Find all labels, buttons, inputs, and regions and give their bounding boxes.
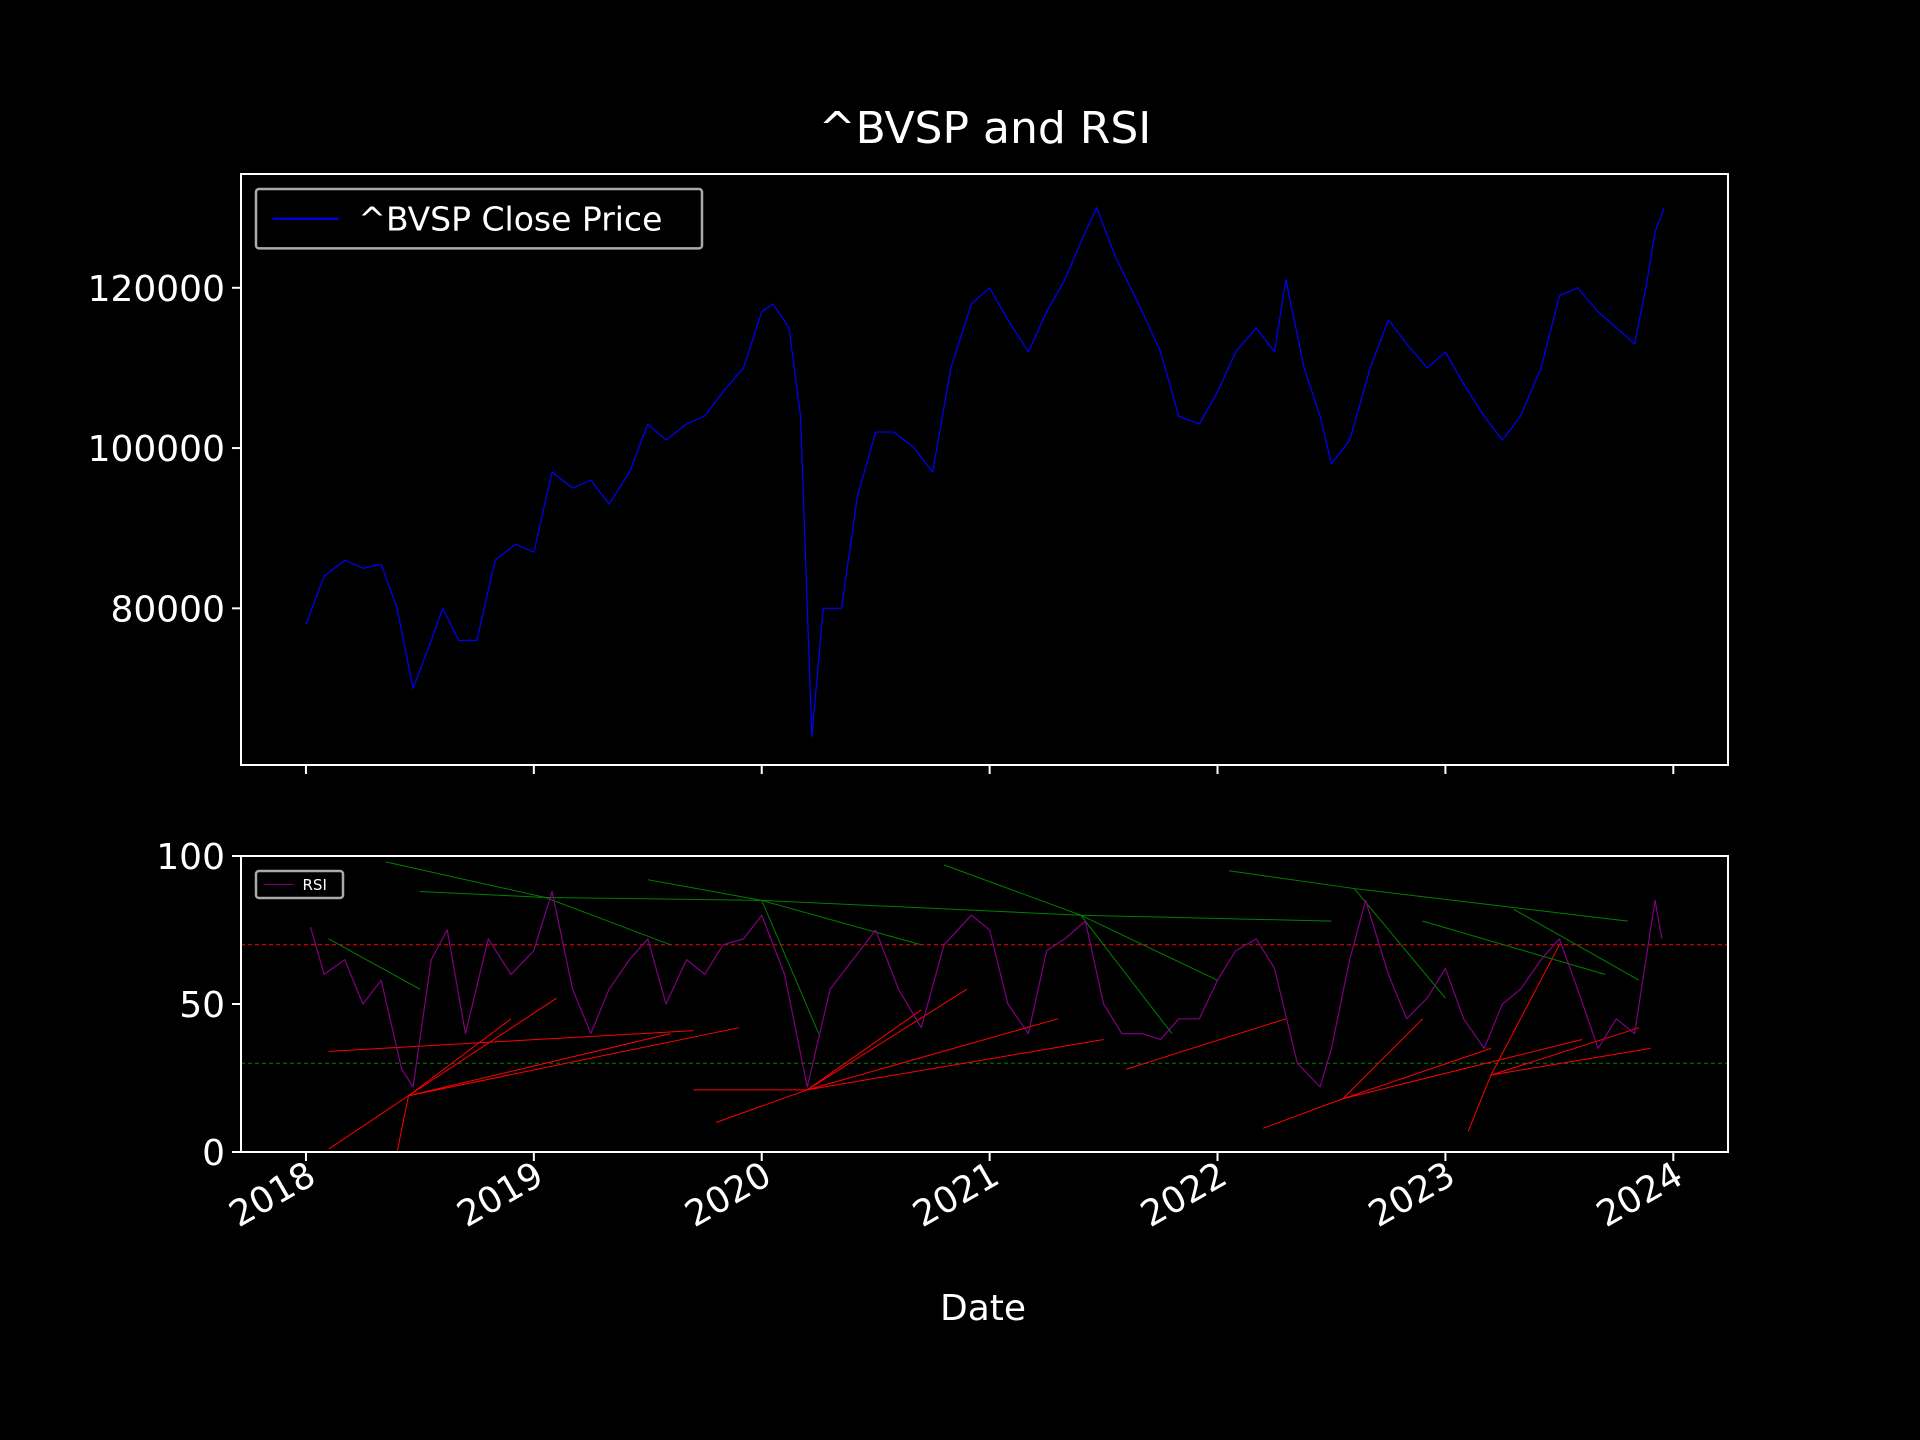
trend-line (807, 1039, 1104, 1091)
trend-line (1126, 1018, 1287, 1070)
y-tick-label: 50 (179, 985, 225, 1026)
trend-line (545, 896, 762, 901)
y-tick-label: 0 (202, 1133, 225, 1174)
trend-line (1342, 1047, 1492, 1100)
trend-line (761, 900, 820, 1034)
trend-line (1080, 914, 1332, 922)
trend-line (1342, 1039, 1583, 1100)
trend-line (328, 1095, 409, 1150)
axes-frame (240, 173, 1729, 766)
trend-line (1228, 870, 1355, 890)
trend-line (1467, 1074, 1492, 1132)
trend-line (1353, 888, 1446, 999)
trend-line (1342, 1018, 1423, 1100)
data-line (305, 207, 1665, 738)
trend-line (419, 891, 546, 898)
trend-line (328, 1030, 694, 1052)
trend-line (715, 1089, 808, 1123)
trend-line (1490, 1047, 1651, 1076)
trend-line (408, 997, 557, 1097)
trend-line (807, 1018, 1059, 1091)
chart-title: ^BVSP and RSI (819, 103, 1152, 154)
trend-line (1490, 944, 1560, 1076)
trend-line (328, 938, 421, 990)
trend-line (408, 1027, 740, 1097)
trend-line (1080, 914, 1173, 1034)
trend-line (396, 1095, 409, 1152)
y-tick-label: 80000 (110, 589, 225, 630)
data-line (309, 890, 1663, 1088)
trend-line (385, 861, 546, 898)
y-tick-label: 100 (156, 837, 225, 878)
trend-line (647, 879, 762, 901)
trend-line (1080, 914, 1218, 981)
trend-line (807, 1009, 922, 1091)
trend-line (1354, 888, 1628, 922)
trend-line (761, 899, 922, 946)
trend-line (761, 899, 1081, 916)
trend-line (1422, 920, 1606, 975)
legend-box (254, 187, 704, 250)
legend-label: ^BVSP Close Price (358, 199, 662, 238)
x-axis-label: Date (940, 1288, 1026, 1329)
trend-line (408, 1033, 671, 1097)
trend-line (1490, 1027, 1640, 1076)
y-tick-label: 120000 (88, 269, 225, 310)
trend-line (943, 864, 1081, 916)
legend-box (254, 869, 345, 900)
trend-line (408, 1018, 512, 1097)
trend-line (1513, 908, 1640, 981)
trend-line (807, 988, 968, 1091)
trend-line (1262, 1098, 1344, 1129)
trend-line (545, 896, 671, 946)
y-tick-label: 100000 (88, 429, 225, 470)
legend-label: RSI (303, 876, 327, 894)
